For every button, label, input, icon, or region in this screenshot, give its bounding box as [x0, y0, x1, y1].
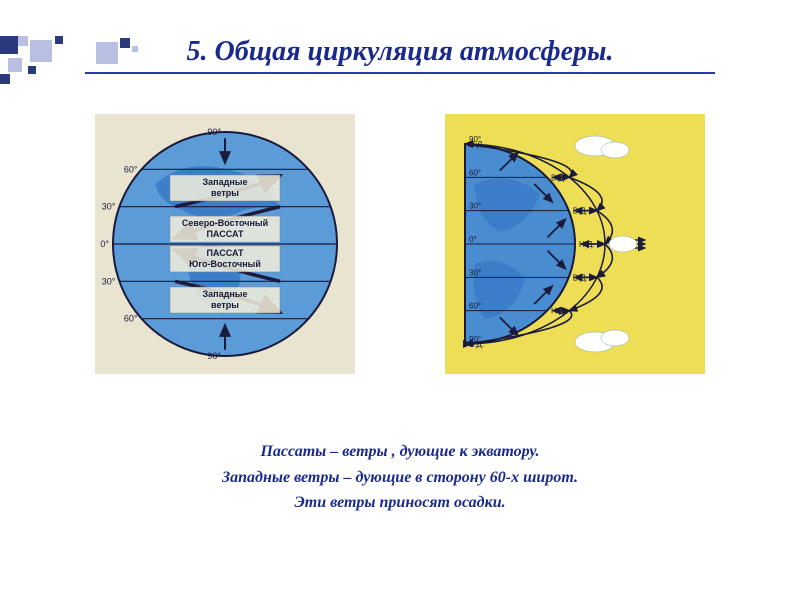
svg-text:0°: 0°: [469, 235, 477, 244]
svg-text:60°: 60°: [124, 164, 138, 174]
svg-text:ПАССАТ: ПАССАТ: [206, 229, 244, 239]
svg-text:0°: 0°: [100, 239, 109, 249]
svg-text:60°: 60°: [124, 314, 138, 324]
svg-text:30°: 30°: [102, 276, 116, 286]
corner-decoration: [0, 36, 180, 96]
svg-text:Западные: Западные: [203, 289, 248, 299]
svg-text:30°: 30°: [469, 268, 481, 277]
svg-text:Северо-Восточный: Северо-Восточный: [182, 218, 268, 228]
right-circulation-diagram: 90°Н.Д.60°В.Д.30°В.Д.0°Н.Д.30°В.Д.60°Н.Д…: [445, 114, 705, 379]
caption-line-2: Западные ветры – дующие в сторону 60-х ш…: [0, 465, 800, 491]
svg-text:ветры: ветры: [211, 188, 239, 198]
svg-text:30°: 30°: [469, 202, 481, 211]
svg-text:30°: 30°: [102, 202, 116, 212]
svg-text:ПАССАТ: ПАССАТ: [206, 248, 244, 258]
svg-text:60°: 60°: [469, 302, 481, 311]
svg-text:Юго-Восточный: Юго-Восточный: [189, 259, 261, 269]
caption-line-3: Эти ветры приносят осадки.: [0, 490, 800, 516]
svg-text:Западные: Западные: [203, 177, 248, 187]
figures-row: 90°60°30°0°30°60°90° ЗападныеветрыСеверо…: [0, 114, 800, 379]
svg-text:90°: 90°: [207, 351, 221, 361]
caption-line-1: Пассаты – ветры , дующие к экватору.: [0, 439, 800, 465]
svg-text:ветры: ветры: [211, 300, 239, 310]
left-globe-diagram: 90°60°30°0°30°60°90° ЗападныеветрыСеверо…: [95, 114, 355, 379]
caption-block: Пассаты – ветры , дующие к экватору. Зап…: [0, 439, 800, 516]
svg-text:60°: 60°: [469, 168, 481, 177]
svg-text:90°: 90°: [207, 127, 221, 137]
